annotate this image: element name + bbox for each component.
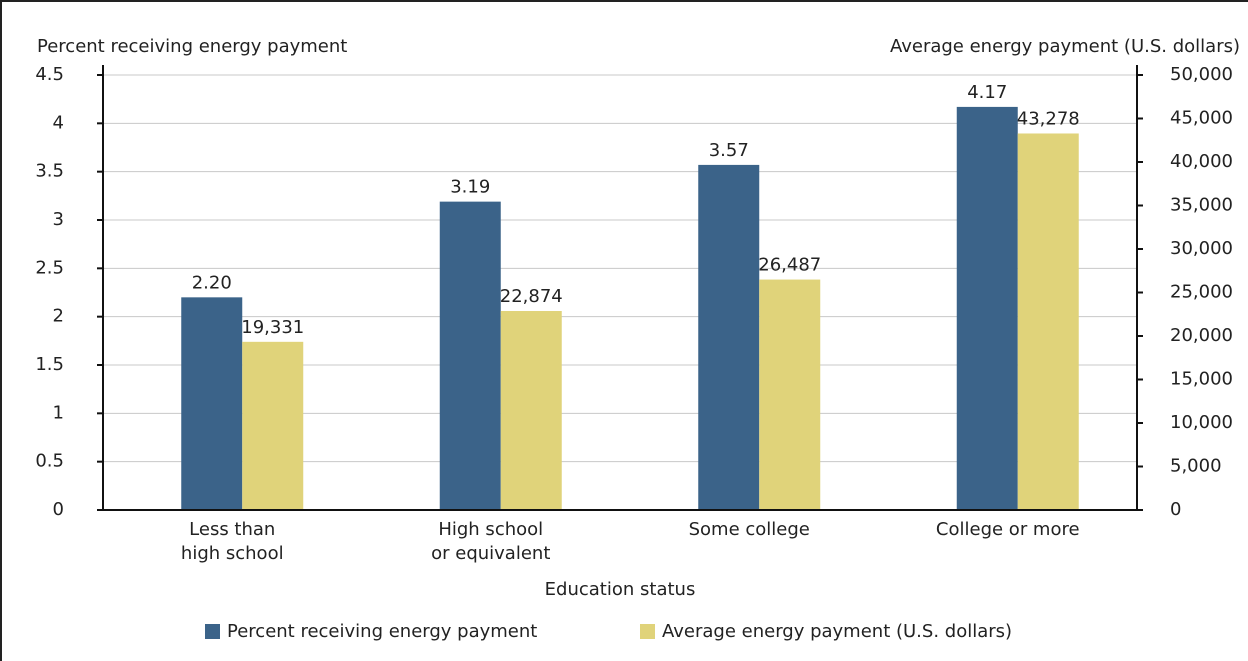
bar (181, 297, 243, 510)
data-label: 43,278 (1017, 108, 1080, 129)
y2-tick-label: 20,000 (1170, 325, 1233, 346)
y2-tick-label: 10,000 (1170, 412, 1233, 433)
bar (500, 310, 562, 510)
y2-tick-label: 30,000 (1170, 238, 1233, 259)
y-tick-label: 1.5 (35, 354, 64, 375)
legend-swatch (205, 624, 220, 639)
y-tick-label: 3.5 (35, 161, 64, 182)
data-label: 22,874 (500, 286, 563, 307)
y-tick-label: 0 (53, 499, 64, 520)
bar (439, 201, 501, 510)
legend-label: Percent receiving energy payment (227, 621, 537, 642)
y2-tick-label: 50,000 (1170, 64, 1233, 85)
y-axis-title: Percent receiving energy payment (37, 36, 347, 57)
y2-tick-label: 35,000 (1170, 195, 1233, 216)
y-tick-label: 1 (53, 402, 64, 423)
y-tick-label: 2.5 (35, 257, 64, 278)
legend-swatch (640, 624, 655, 639)
data-label: 2.20 (192, 272, 232, 293)
y2-tick-label: 0 (1170, 499, 1181, 520)
y2-axis-title: Average energy payment (U.S. dollars) (890, 36, 1240, 57)
y-tick-label: 4 (53, 112, 64, 133)
legend-label: Average energy payment (U.S. dollars) (662, 621, 1012, 642)
x-tick-label: High school or equivalent (431, 519, 550, 564)
y2-tick-label: 25,000 (1170, 282, 1233, 303)
y2-tick-label: 40,000 (1170, 151, 1233, 172)
data-label: 3.57 (709, 140, 749, 161)
bar (1017, 133, 1079, 511)
x-tick-label: Less than high school (181, 519, 284, 564)
x-tick-label: College or more (936, 519, 1080, 540)
bar (759, 279, 821, 510)
data-label: 19,331 (241, 317, 304, 338)
y2-tick-label: 45,000 (1170, 108, 1233, 129)
y-tick-label: 3 (53, 209, 64, 230)
bar (242, 341, 304, 510)
data-label: 3.19 (450, 177, 490, 198)
bar (956, 106, 1018, 511)
y-tick-label: 2 (53, 306, 64, 327)
y2-tick-label: 15,000 (1170, 369, 1233, 390)
data-label: 4.17 (967, 82, 1007, 103)
bar (698, 164, 760, 510)
y-tick-label: 4.5 (35, 64, 64, 85)
x-axis-title: Education status (545, 579, 696, 600)
y2-tick-label: 5,000 (1170, 456, 1222, 477)
x-tick-label: Some college (689, 519, 810, 540)
data-label: 26,487 (758, 255, 821, 276)
y-tick-label: 0.5 (35, 451, 64, 472)
